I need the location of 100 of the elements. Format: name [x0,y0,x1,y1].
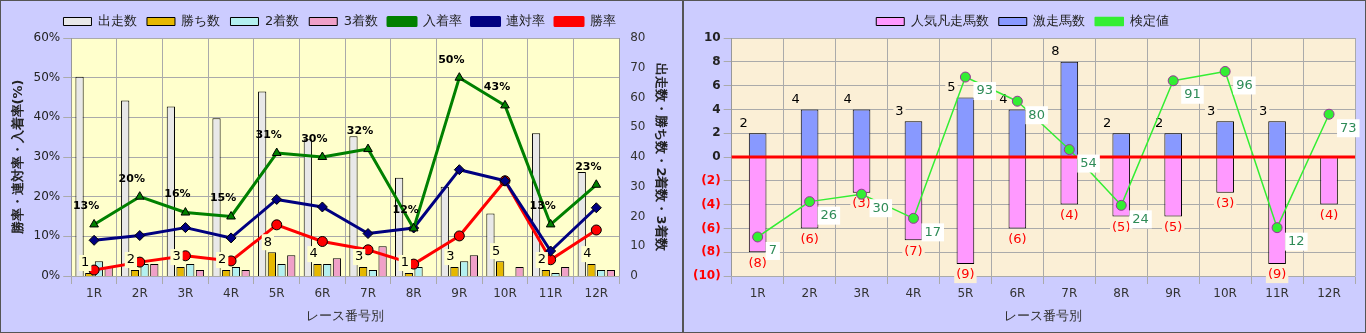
y2-tick-label: 20 [630,208,646,223]
data-label: 1 [400,254,409,270]
x-tick-label: 5R [957,286,974,301]
x-tick-label: 10R [1213,286,1237,301]
y2-tick-label: 60 [630,89,646,104]
data-label: 4 [309,245,318,261]
x-tick-label: 10R [493,286,517,301]
y-tick-label: (8) [701,244,721,259]
y-tick-label: (4) [701,196,721,211]
data-label: 4 [999,90,1008,106]
y-tick-label: 0 [712,149,721,164]
legend-label: 激走馬数 [1033,12,1086,28]
data-label: 15% [209,191,237,205]
y2-tick-label: 0 [630,268,638,283]
x-tick-label: 12R [584,286,609,301]
legend-label: 勝率 [589,12,616,28]
data-label: (3) [1215,195,1235,211]
y-tick-label: 50% [33,69,61,84]
x-tick-label: 12R [1317,286,1341,301]
x-axis-title: レース番号別 [1004,307,1083,323]
y2-axis-title: 出走数・勝ち数・2着数・3着数 [653,63,669,252]
x-tick-label: 2R [801,286,818,301]
data-label: 2 [126,251,136,267]
y2-tick-label: 40 [630,149,646,164]
y-tick-label: 10% [33,228,61,243]
data-label: 24 [1132,210,1149,226]
legend-label: 検定値 [1129,12,1169,28]
legend-label: 入着率 [422,12,462,28]
data-label: 4 [583,245,592,261]
y2-tick-label: 70 [630,59,646,74]
data-label: 43% [483,80,511,94]
y-tick-label: 2 [712,125,721,140]
y-tick-label: (10) [693,268,721,283]
x-tick-label: 11R [538,286,563,301]
x-axis-title: レース番号別 [306,307,385,323]
data-label: 8 [263,233,273,249]
data-label: 3 [355,248,364,264]
y-tick-label: 4 [712,101,721,116]
data-label: 5 [492,242,501,258]
legend-label: 出走数 [97,12,137,28]
y2-tick-label: 50 [630,119,646,134]
data-label: 93 [976,82,993,98]
data-label: 3 [895,102,904,118]
y2-tick-label: 30 [630,178,646,193]
data-label: 3 [172,248,181,264]
data-label: 12 [1288,233,1305,249]
y-tick-label: 6 [712,77,721,92]
data-label: 30% [301,131,328,145]
legend-label: 2着数 [264,12,300,28]
y-tick-label: (6) [701,220,721,235]
data-label: 50% [438,52,465,66]
data-label: 2 [1103,114,1112,130]
data-label: 91 [1184,86,1201,102]
data-label: 30 [872,199,890,215]
data-label: 2 [1155,114,1164,130]
data-label: 23% [575,159,602,173]
x-tick-label: 4R [905,286,922,301]
data-label: 3 [1258,102,1268,118]
data-label: 1 [81,254,90,270]
y-axis-title: 勝率・連対率・入着率(%) [10,79,26,236]
data-label: 2 [739,114,748,130]
x-tick-label: 6R [1009,286,1026,301]
x-tick-label: 9R [1165,286,1182,301]
x-tick-label: 4R [223,286,240,301]
x-tick-label: 8R [405,286,422,301]
legend-label: 連対率 [506,12,546,28]
x-tick-label: 7R [360,286,377,301]
data-label: 3 [446,248,455,264]
x-tick-label: 2R [131,286,148,301]
data-label: (6) [800,230,819,246]
x-tick-label: 7R [1061,286,1078,301]
data-label: 7 [768,242,777,258]
x-tick-label: 8R [1113,286,1130,301]
data-label: (9) [1267,266,1287,282]
x-tick-label: 5R [268,286,285,301]
legend-label: 人気凡走馬数 [910,12,989,28]
data-label: 32% [346,123,374,137]
data-label: (9) [956,266,975,282]
x-tick-label: 3R [853,286,870,301]
data-label: (8) [748,254,767,270]
data-label: 2 [218,251,227,267]
legend-label: 3着数 [343,12,379,28]
x-tick-label: 1R [86,286,103,301]
y-tick-label: 40% [33,109,61,124]
data-label: 8 [1051,43,1060,59]
y-tick-label: 0% [41,268,61,283]
data-label: 3 [1207,102,1216,118]
y-tick-label: 30% [33,149,61,164]
x-tick-label: 6R [314,286,331,301]
data-label: (7) [904,242,923,258]
x-tick-label: 3R [177,286,194,301]
y-tick-label: (2) [701,172,721,187]
y-tick-label: 10 [703,30,721,45]
data-label: 26 [820,207,838,222]
legend-label: 勝ち数 [181,12,221,28]
data-label: 4 [791,90,800,106]
x-tick-label: 11R [1265,286,1289,301]
data-label: 13% [72,199,100,213]
y-tick-label: 60% [33,30,61,45]
data-label: 54 [1080,154,1097,170]
